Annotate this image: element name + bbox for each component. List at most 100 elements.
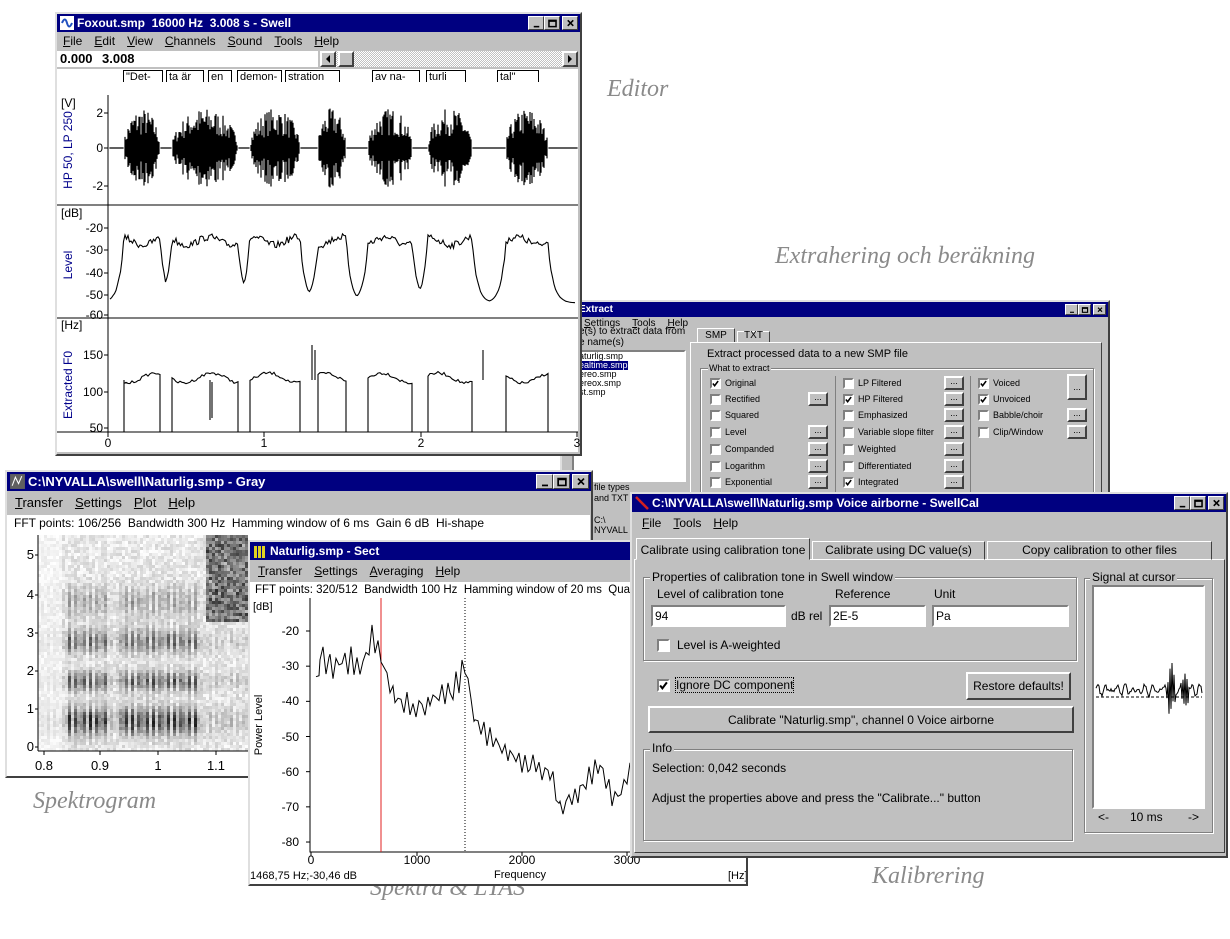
- menu-item[interactable]: Transfer: [15, 495, 63, 510]
- spectrogram-cell: [125, 682, 128, 685]
- menu-item[interactable]: Plot: [133, 495, 157, 510]
- option-button[interactable]: ...: [944, 408, 964, 422]
- spectrogram-cell: [110, 640, 113, 643]
- option-label[interactable]: Level: [725, 427, 747, 437]
- scroll-right[interactable]: [562, 51, 578, 67]
- minimize-button[interactable]: [1065, 304, 1078, 315]
- checkbox[interactable]: [978, 393, 989, 405]
- option-button[interactable]: ...: [808, 425, 828, 439]
- scroll-left[interactable]: [320, 51, 336, 67]
- spectrogram-cell: [140, 676, 143, 679]
- checkbox[interactable]: [710, 443, 721, 455]
- option-label[interactable]: Companded: [725, 444, 775, 454]
- option-button[interactable]: ...: [1067, 425, 1087, 439]
- checkbox[interactable]: [710, 393, 721, 405]
- menu-item[interactable]: Sound: [227, 34, 263, 48]
- spectrogram-cell: [47, 559, 50, 562]
- checkbox[interactable]: [710, 426, 721, 438]
- spectrogram-cell: [77, 544, 80, 547]
- file-item[interactable]: ereo.smp: [579, 369, 617, 379]
- option-button[interactable]: ...: [808, 392, 828, 406]
- close-button[interactable]: [562, 16, 578, 30]
- file-item[interactable]: aturlig.smp: [579, 351, 624, 361]
- checkbox[interactable]: [843, 460, 854, 472]
- option-button[interactable]: ...: [944, 376, 964, 390]
- checkbox[interactable]: [710, 377, 721, 389]
- menu-item[interactable]: Help: [168, 495, 196, 510]
- option-button[interactable]: ...: [1067, 374, 1087, 400]
- menu-item[interactable]: File: [63, 34, 83, 48]
- menu-item[interactable]: View: [127, 34, 153, 48]
- checkbox[interactable]: [843, 476, 854, 488]
- option-button[interactable]: ...: [808, 475, 828, 489]
- scroll-thumb[interactable]: [338, 51, 354, 67]
- menu-item[interactable]: Channels: [164, 34, 216, 48]
- checkbox[interactable]: [710, 409, 721, 421]
- menu-item[interactable]: Tools: [274, 34, 303, 48]
- option-label[interactable]: Original: [725, 378, 757, 388]
- menu-item[interactable]: Edit: [94, 34, 116, 48]
- option-label[interactable]: Clip/Window: [993, 427, 1044, 437]
- spectrogram-cell: [125, 583, 128, 586]
- option-label[interactable]: Integrated: [858, 477, 899, 487]
- spectrogram-cell: [47, 670, 50, 673]
- option-label[interactable]: Voiced: [993, 378, 1021, 388]
- spectrogram-cell: [71, 652, 74, 655]
- menu-item[interactable]: Help: [667, 318, 689, 329]
- checkbox[interactable]: [710, 476, 721, 488]
- option-button[interactable]: ...: [808, 442, 828, 456]
- maximize-button[interactable]: [1078, 304, 1091, 315]
- option-button[interactable]: ...: [944, 442, 964, 456]
- minimize-button[interactable]: [528, 16, 544, 30]
- option-label[interactable]: Babble/choir: [993, 410, 1044, 420]
- close-button[interactable]: [1093, 304, 1106, 315]
- option-label[interactable]: HP Filtered: [858, 394, 903, 404]
- file-item[interactable]: st.smp: [579, 387, 606, 397]
- checkbox[interactable]: [978, 409, 989, 421]
- checkbox[interactable]: [843, 426, 854, 438]
- spectrogram-cell: [83, 613, 86, 616]
- option-label[interactable]: Weighted: [858, 444, 896, 454]
- spectrogram-cell: [161, 682, 164, 685]
- checkbox[interactable]: [978, 377, 989, 389]
- checkbox[interactable]: [978, 426, 989, 438]
- checkbox[interactable]: [710, 460, 721, 472]
- option-label[interactable]: Exponential: [725, 477, 773, 487]
- option-label[interactable]: Emphasized: [858, 410, 908, 420]
- option-button[interactable]: ...: [944, 392, 964, 406]
- checkbox[interactable]: [843, 409, 854, 421]
- menu-item[interactable]: Tools: [632, 318, 656, 329]
- maximize-button[interactable]: [544, 16, 560, 30]
- checkbox[interactable]: [843, 393, 854, 405]
- maximize-button[interactable]: [553, 474, 570, 489]
- menu-item[interactable]: Settings: [74, 495, 122, 510]
- file-item[interactable]: ealtime.smp: [579, 360, 628, 370]
- minimize-button[interactable]: [536, 474, 553, 489]
- menu-item[interactable]: Settings: [584, 318, 621, 329]
- spectrogram-cell: [218, 547, 221, 550]
- option-label[interactable]: Squared: [725, 410, 760, 420]
- option-button[interactable]: ...: [944, 475, 964, 489]
- close-button[interactable]: [572, 474, 589, 489]
- option-label[interactable]: Logarithm: [725, 461, 766, 471]
- option-label[interactable]: Variable slope filter: [858, 427, 934, 437]
- spectrogram-cell: [131, 685, 134, 688]
- option-label[interactable]: Unvoiced: [993, 394, 1031, 404]
- spectrogram-cell: [173, 571, 176, 574]
- option-label[interactable]: Rectified: [725, 394, 761, 404]
- menu-item[interactable]: Help: [314, 34, 340, 48]
- spectrogram-cell: [185, 583, 188, 586]
- option-label[interactable]: Differentiated: [858, 461, 912, 471]
- option-button[interactable]: ...: [944, 425, 964, 439]
- option-button[interactable]: ...: [808, 459, 828, 473]
- checkbox[interactable]: [843, 377, 854, 389]
- option-label[interactable]: LP Filtered: [858, 378, 902, 388]
- checkbox[interactable]: [843, 443, 854, 455]
- spectrogram-cell: [161, 646, 164, 649]
- option-button[interactable]: ...: [944, 459, 964, 473]
- spectrogram-cell: [191, 718, 194, 721]
- spectrogram-cell: [236, 535, 239, 538]
- option-button[interactable]: ...: [1067, 408, 1087, 422]
- file-item[interactable]: ereox.smp: [579, 378, 622, 388]
- spectrogram-cell: [113, 718, 116, 721]
